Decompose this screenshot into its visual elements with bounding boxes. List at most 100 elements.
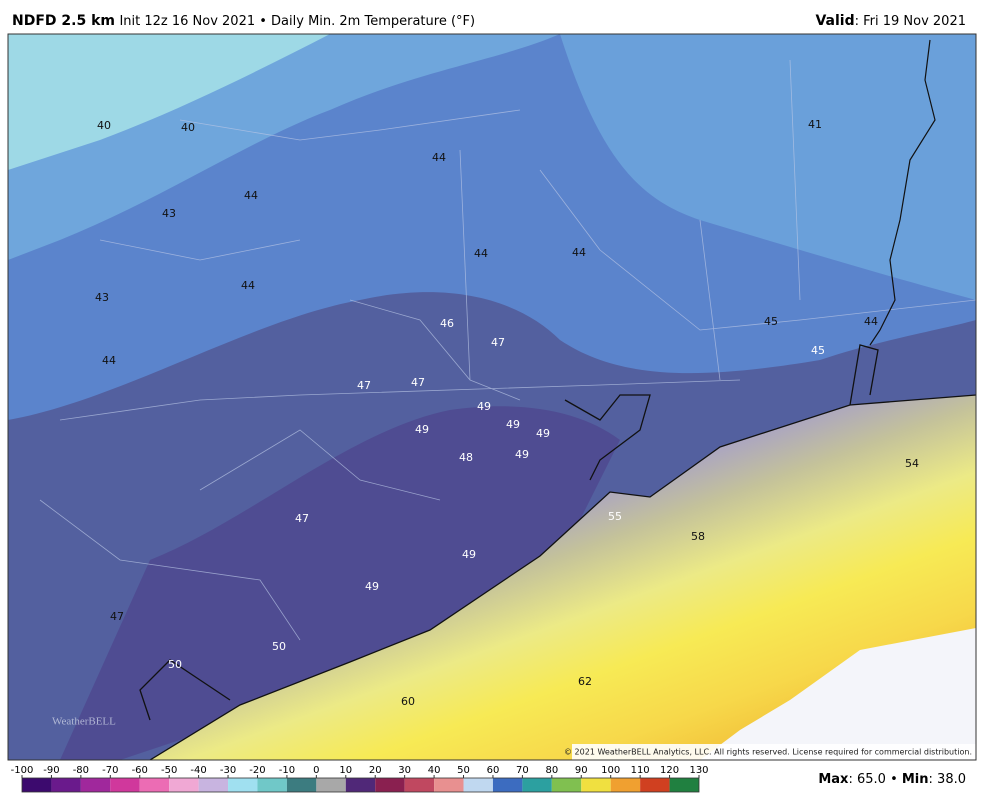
- colorbar-tick-label: 90: [575, 765, 588, 776]
- zone: [700, 628, 976, 760]
- map: 40 40 41 44 44 43 44 44 44 43 46 47 45 44 44 45 47 47 49 49…: [8, 34, 976, 760]
- product: NDFD 2.5 km: [12, 13, 115, 29]
- colorbar-segment: [228, 778, 258, 792]
- colorbar-tick-label: 40: [428, 765, 441, 776]
- colorbar-tick-label: 60: [487, 765, 500, 776]
- gulf: [150, 395, 976, 760]
- temperature-label: 49: [415, 423, 429, 436]
- colorbar-segment: [110, 778, 140, 792]
- colorbar-tick-label: -20: [249, 765, 265, 776]
- logo: WeatherBELL: [52, 716, 116, 728]
- colorbar-segment: [51, 778, 81, 792]
- valid: Valid: Fri 19 Nov 2021: [815, 13, 966, 29]
- colorbar-tick-label: -70: [102, 765, 118, 776]
- temperature-label: 49: [462, 548, 476, 561]
- zone: [60, 406, 620, 760]
- colorbar-tick-label: 100: [601, 765, 620, 776]
- valid-label: Valid: [815, 13, 854, 29]
- temperature-label: 44: [864, 315, 878, 328]
- colorbar-tick-label: 110: [631, 765, 650, 776]
- header: NDFD 2.5 km Init 12z 16 Nov 2021 • Daily…: [12, 13, 475, 29]
- colorbar-tick-label: 0: [313, 765, 319, 776]
- temperature-label: 41: [808, 118, 822, 131]
- coastline: [139, 344, 976, 760]
- temperature-label: 40: [97, 119, 111, 132]
- colon: :: [929, 772, 938, 787]
- colorbar-tick-label: -10: [279, 765, 295, 776]
- colorbar: -100 -90 -80 -70 -60 -50 -40 -30 -20 -10 0 10 20 30 40…: [11, 765, 709, 793]
- temperature-label: 47: [110, 610, 124, 623]
- map-labels: 40 40 41 44 44 43 44 44 44 43 46 47 45 44 44 45 47 47 49 49…: [95, 118, 919, 708]
- temperature-label: 50: [168, 658, 182, 671]
- zone: [8, 34, 330, 170]
- valid-date: : Fri 19 Nov 2021: [855, 14, 966, 29]
- temperature-label: 43: [162, 207, 176, 220]
- colorbar-segment: [492, 778, 523, 792]
- temperature-label: 47: [357, 379, 371, 392]
- colorbar-segment: [198, 778, 229, 792]
- temperature-label: 58: [691, 530, 705, 543]
- colorbar-segment: [581, 778, 611, 792]
- colorbar-segment: [139, 778, 170, 792]
- colorbar-tick-label: 10: [339, 765, 352, 776]
- temperature-label: 44: [572, 246, 586, 259]
- temperature-label: 44: [244, 189, 258, 202]
- temperature-label: 44: [474, 247, 488, 260]
- temperature-label: 40: [181, 121, 195, 134]
- temperature-label: 62: [578, 675, 592, 688]
- max-label: Max: [818, 772, 849, 787]
- colorbar-tick-label: -50: [161, 765, 177, 776]
- colorbar-segment: [257, 778, 287, 792]
- borders: [39, 59, 976, 641]
- temperature-label: 55: [608, 510, 622, 523]
- colorbar-segment: [345, 778, 376, 792]
- colorbar-tick-label: 70: [516, 765, 529, 776]
- temperature-label: 44: [432, 151, 446, 164]
- map-frame: [7, 33, 977, 761]
- temperature-label: 43: [95, 291, 109, 304]
- colorbar-segment: [22, 778, 52, 792]
- footer: Max: 65.0 • Min: 38.0: [818, 772, 966, 787]
- colorbar-tick-label: -40: [190, 765, 206, 776]
- colorbar-segment: [80, 778, 111, 792]
- colorbar-segment: [551, 778, 582, 792]
- colorbar-segment: [640, 778, 670, 792]
- temperature-label: 49: [506, 418, 520, 431]
- colorbar-tick-label: -80: [73, 765, 89, 776]
- temperature-label: 47: [411, 376, 425, 389]
- temperature-label: 49: [536, 427, 550, 440]
- colorbar-tick-label: 30: [398, 765, 411, 776]
- colorbar-tick-label: 80: [545, 765, 558, 776]
- colorbar-tick-label: 20: [369, 765, 382, 776]
- colorbar-segment: [669, 778, 699, 792]
- colorbar-tick-label: 50: [457, 765, 470, 776]
- temperature-label: 49: [365, 580, 379, 593]
- colorbar-tick-label: -30: [220, 765, 236, 776]
- min-label: Min: [902, 772, 929, 787]
- colorbar-tick-label: 120: [660, 765, 679, 776]
- temperature-label: 60: [401, 695, 415, 708]
- colorbar-segment: [169, 778, 199, 792]
- max: 65.0: [857, 772, 886, 787]
- temperature-label: 48: [459, 451, 473, 464]
- temperature-label: 49: [515, 448, 529, 461]
- colorbar-segment: [316, 778, 346, 792]
- temperature-label: 54: [905, 457, 919, 470]
- temperature-label: 49: [477, 400, 491, 413]
- colorbar-tick-label: 130: [689, 765, 708, 776]
- colorbar-segment: [610, 778, 641, 792]
- temperature-label: 44: [241, 279, 255, 292]
- temperature-label: 47: [295, 512, 309, 525]
- colorbar-segment: [434, 778, 464, 792]
- temperature-label: 44: [102, 354, 116, 367]
- river: [869, 39, 936, 346]
- temperature-label: 46: [440, 317, 454, 330]
- temperature-label: 45: [811, 344, 825, 357]
- colorbar-frame: [21, 777, 700, 793]
- temperature-label: 47: [491, 336, 505, 349]
- zone: [560, 34, 976, 300]
- colorbar-segment: [522, 778, 552, 792]
- colorbar-segment: [375, 778, 405, 792]
- colorbar-tick-label: -60: [132, 765, 148, 776]
